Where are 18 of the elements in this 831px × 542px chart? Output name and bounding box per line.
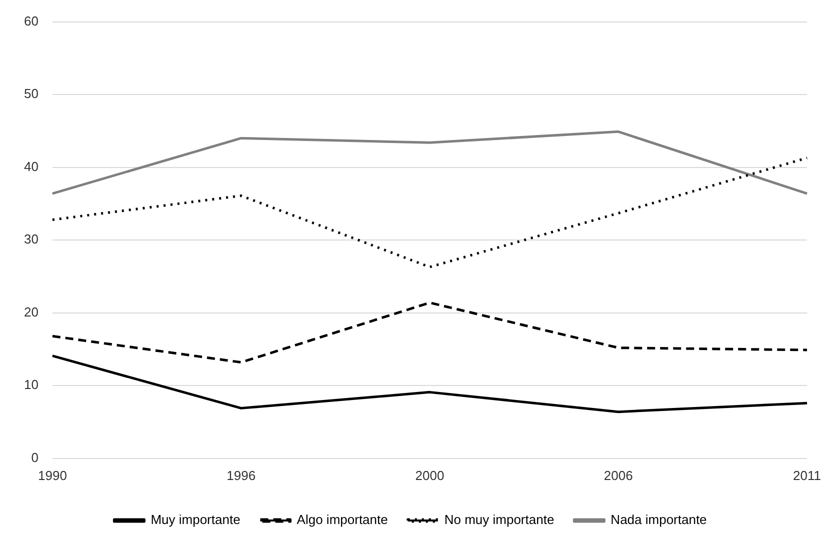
y-tick-label: 20 bbox=[24, 304, 38, 320]
x-tick-label: 2006 bbox=[604, 468, 633, 483]
y-tick-label: 10 bbox=[24, 377, 38, 392]
line-series bbox=[51, 301, 808, 364]
y-tick-label: 60 bbox=[24, 13, 38, 28]
legend-label: No muy importante bbox=[444, 512, 554, 528]
legend-label: Muy importante bbox=[150, 512, 240, 528]
x-tick-label: 1996 bbox=[226, 468, 256, 483]
legend-label: Nada importante bbox=[610, 512, 707, 528]
legend-label: Algo importante bbox=[296, 512, 388, 528]
y-tick-label: 50 bbox=[24, 86, 38, 102]
line-series bbox=[51, 156, 808, 268]
y-tick-label: 30 bbox=[24, 232, 38, 247]
y-tick-label: 0 bbox=[31, 450, 38, 465]
x-tick-label: 1990 bbox=[38, 468, 67, 483]
x-tick-label: 2011 bbox=[793, 468, 822, 483]
x-tick-label: 2000 bbox=[415, 468, 444, 483]
y-tick-label: 40 bbox=[24, 158, 38, 174]
